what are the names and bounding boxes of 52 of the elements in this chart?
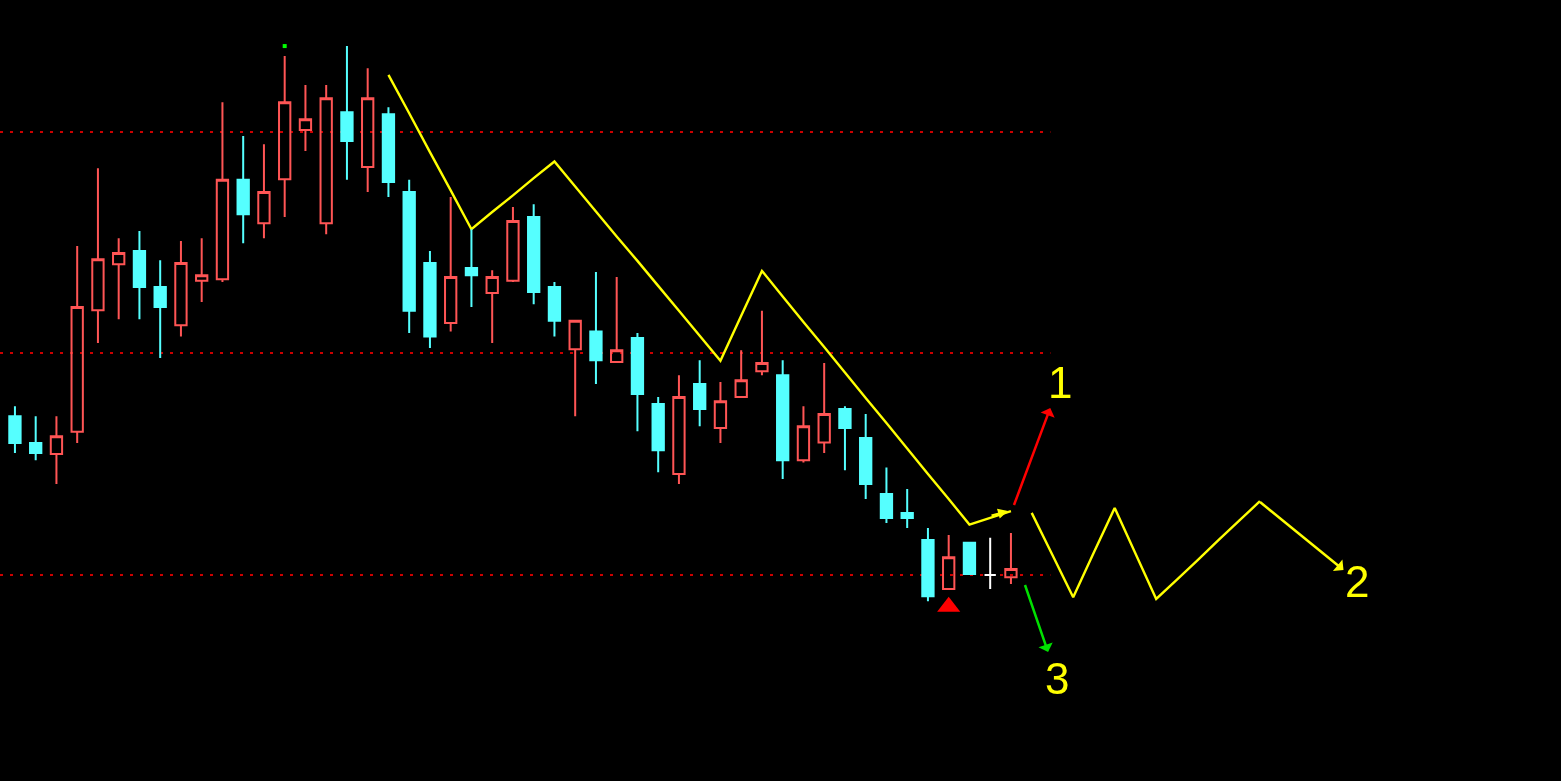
candlestick <box>527 203 541 306</box>
candlestick <box>423 249 437 350</box>
candlestick <box>70 244 84 444</box>
candlestick <box>464 228 479 308</box>
candlestick <box>257 143 271 240</box>
candlestick <box>91 167 105 345</box>
candlestick <box>278 55 292 219</box>
candlestick <box>610 275 624 363</box>
candlestick <box>942 534 956 590</box>
candlestick <box>340 45 354 181</box>
candlestick <box>381 106 396 199</box>
candlestick <box>962 541 977 575</box>
candlestick <box>859 413 873 501</box>
candlestick <box>195 237 209 303</box>
annotation: 1 <box>1048 358 1073 407</box>
candlestick <box>8 405 22 454</box>
candlestick <box>132 229 147 321</box>
candlestick <box>734 349 748 398</box>
candlestick <box>879 466 894 524</box>
candlestick <box>651 395 665 474</box>
candlestick <box>215 101 230 283</box>
candlestick <box>547 280 562 338</box>
candlestick <box>361 67 375 194</box>
candlestick <box>174 239 188 338</box>
candlestick <box>672 374 686 486</box>
candlestick <box>817 362 831 454</box>
text: 3 <box>1045 654 1070 703</box>
candlestick <box>630 332 645 433</box>
candlestick <box>713 380 728 444</box>
candlestick <box>776 359 790 481</box>
candlestick <box>796 405 811 464</box>
candlestick <box>153 259 167 360</box>
candlestick <box>589 270 603 386</box>
candlestick <box>1004 531 1018 585</box>
candlestick <box>755 309 769 377</box>
candlestick <box>568 319 582 418</box>
candlestick <box>485 269 499 345</box>
candlestick <box>983 536 997 590</box>
text: 2 <box>1345 557 1370 606</box>
candlestick <box>112 237 126 321</box>
candlestick <box>506 206 520 283</box>
candlestick <box>693 359 707 428</box>
candlestick <box>402 178 416 335</box>
candlestick <box>49 415 64 486</box>
candlestick <box>319 83 333 236</box>
candlestick <box>29 415 43 462</box>
candlestick <box>236 135 250 245</box>
candlestick <box>298 83 313 152</box>
candlestick <box>444 196 458 333</box>
candlestick <box>900 488 914 529</box>
candlestick <box>921 526 935 603</box>
candlestick <box>838 405 852 472</box>
